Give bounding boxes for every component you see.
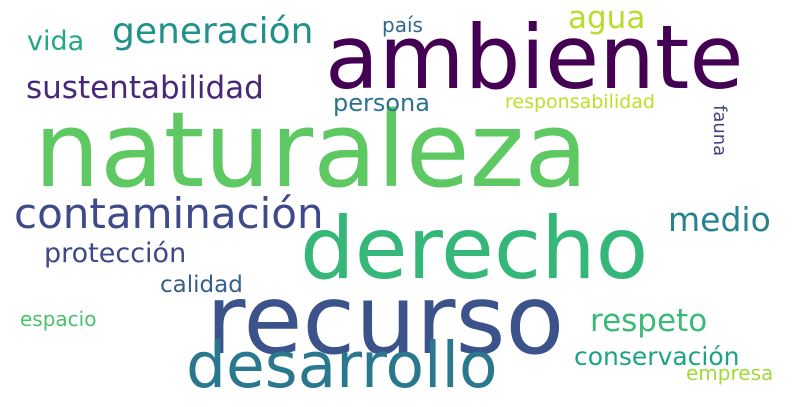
word-espacio: espacio (20, 307, 97, 331)
word-naturaleza: naturaleza (34, 89, 589, 211)
word-recurso: recurso (206, 264, 565, 376)
word-sustentabilidad: sustentabilidad (26, 70, 264, 106)
word-empresa: empresa (686, 361, 774, 385)
word-ambiente: ambiente (325, 6, 744, 109)
word-desarrollo: desarrollo (186, 329, 498, 402)
word-agua: agua (568, 0, 646, 36)
word-proteccion: protección (44, 238, 187, 269)
word-generacion: generación (112, 11, 314, 52)
word-fauna: fauna (709, 105, 730, 157)
word-responsabilidad: responsabilidad (505, 91, 655, 113)
word-respeto: respeto (590, 303, 708, 339)
word-medio: medio (668, 200, 771, 239)
word-calidad: calidad (160, 272, 243, 298)
word-pais: país (382, 13, 423, 37)
word-conservacion: conservación (574, 342, 740, 371)
word-vida: vida (27, 26, 85, 57)
word-derecho: derecho (300, 199, 649, 299)
word-persona: persona (333, 89, 430, 117)
word-contaminacion: contaminación (14, 189, 324, 238)
